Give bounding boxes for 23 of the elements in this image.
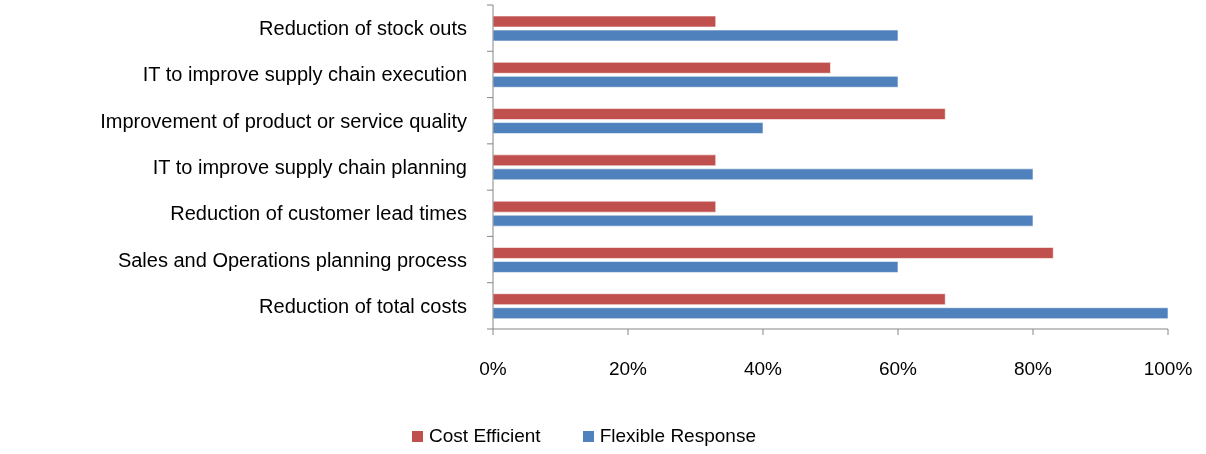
bar: [493, 247, 1054, 259]
x-tick-label: 20%: [608, 358, 648, 380]
y-tick-label: Improvement of product or service quality: [100, 109, 467, 132]
y-tick-label: Sales and Operations planning process: [117, 248, 467, 271]
bar: [493, 293, 946, 306]
x-tick-label: 100%: [1143, 358, 1193, 380]
x-tick-label: 40%: [743, 358, 783, 380]
y-tick-label: Reduction of customer lead times: [170, 202, 467, 225]
bar: [493, 108, 946, 120]
legend-label: Cost Efficient: [429, 425, 541, 447]
x-tick-label: 0%: [479, 358, 507, 380]
y-tick-label: Reduction of stock outs: [259, 17, 467, 40]
bar: [493, 307, 1168, 320]
bar: [493, 122, 764, 134]
bar: [493, 61, 831, 74]
y-tick-label: IT to improve supply chain planning: [152, 156, 467, 178]
x-tick-label: 60%: [878, 358, 918, 380]
bar: [493, 75, 899, 88]
y-tick-label: Reduction of total costs: [259, 294, 467, 317]
legend-label: Flexible Response: [599, 425, 756, 447]
x-tick-label: 80%: [1013, 358, 1053, 380]
bar: [493, 261, 899, 273]
y-tick-label: IT to improve supply chain execution: [142, 63, 467, 86]
